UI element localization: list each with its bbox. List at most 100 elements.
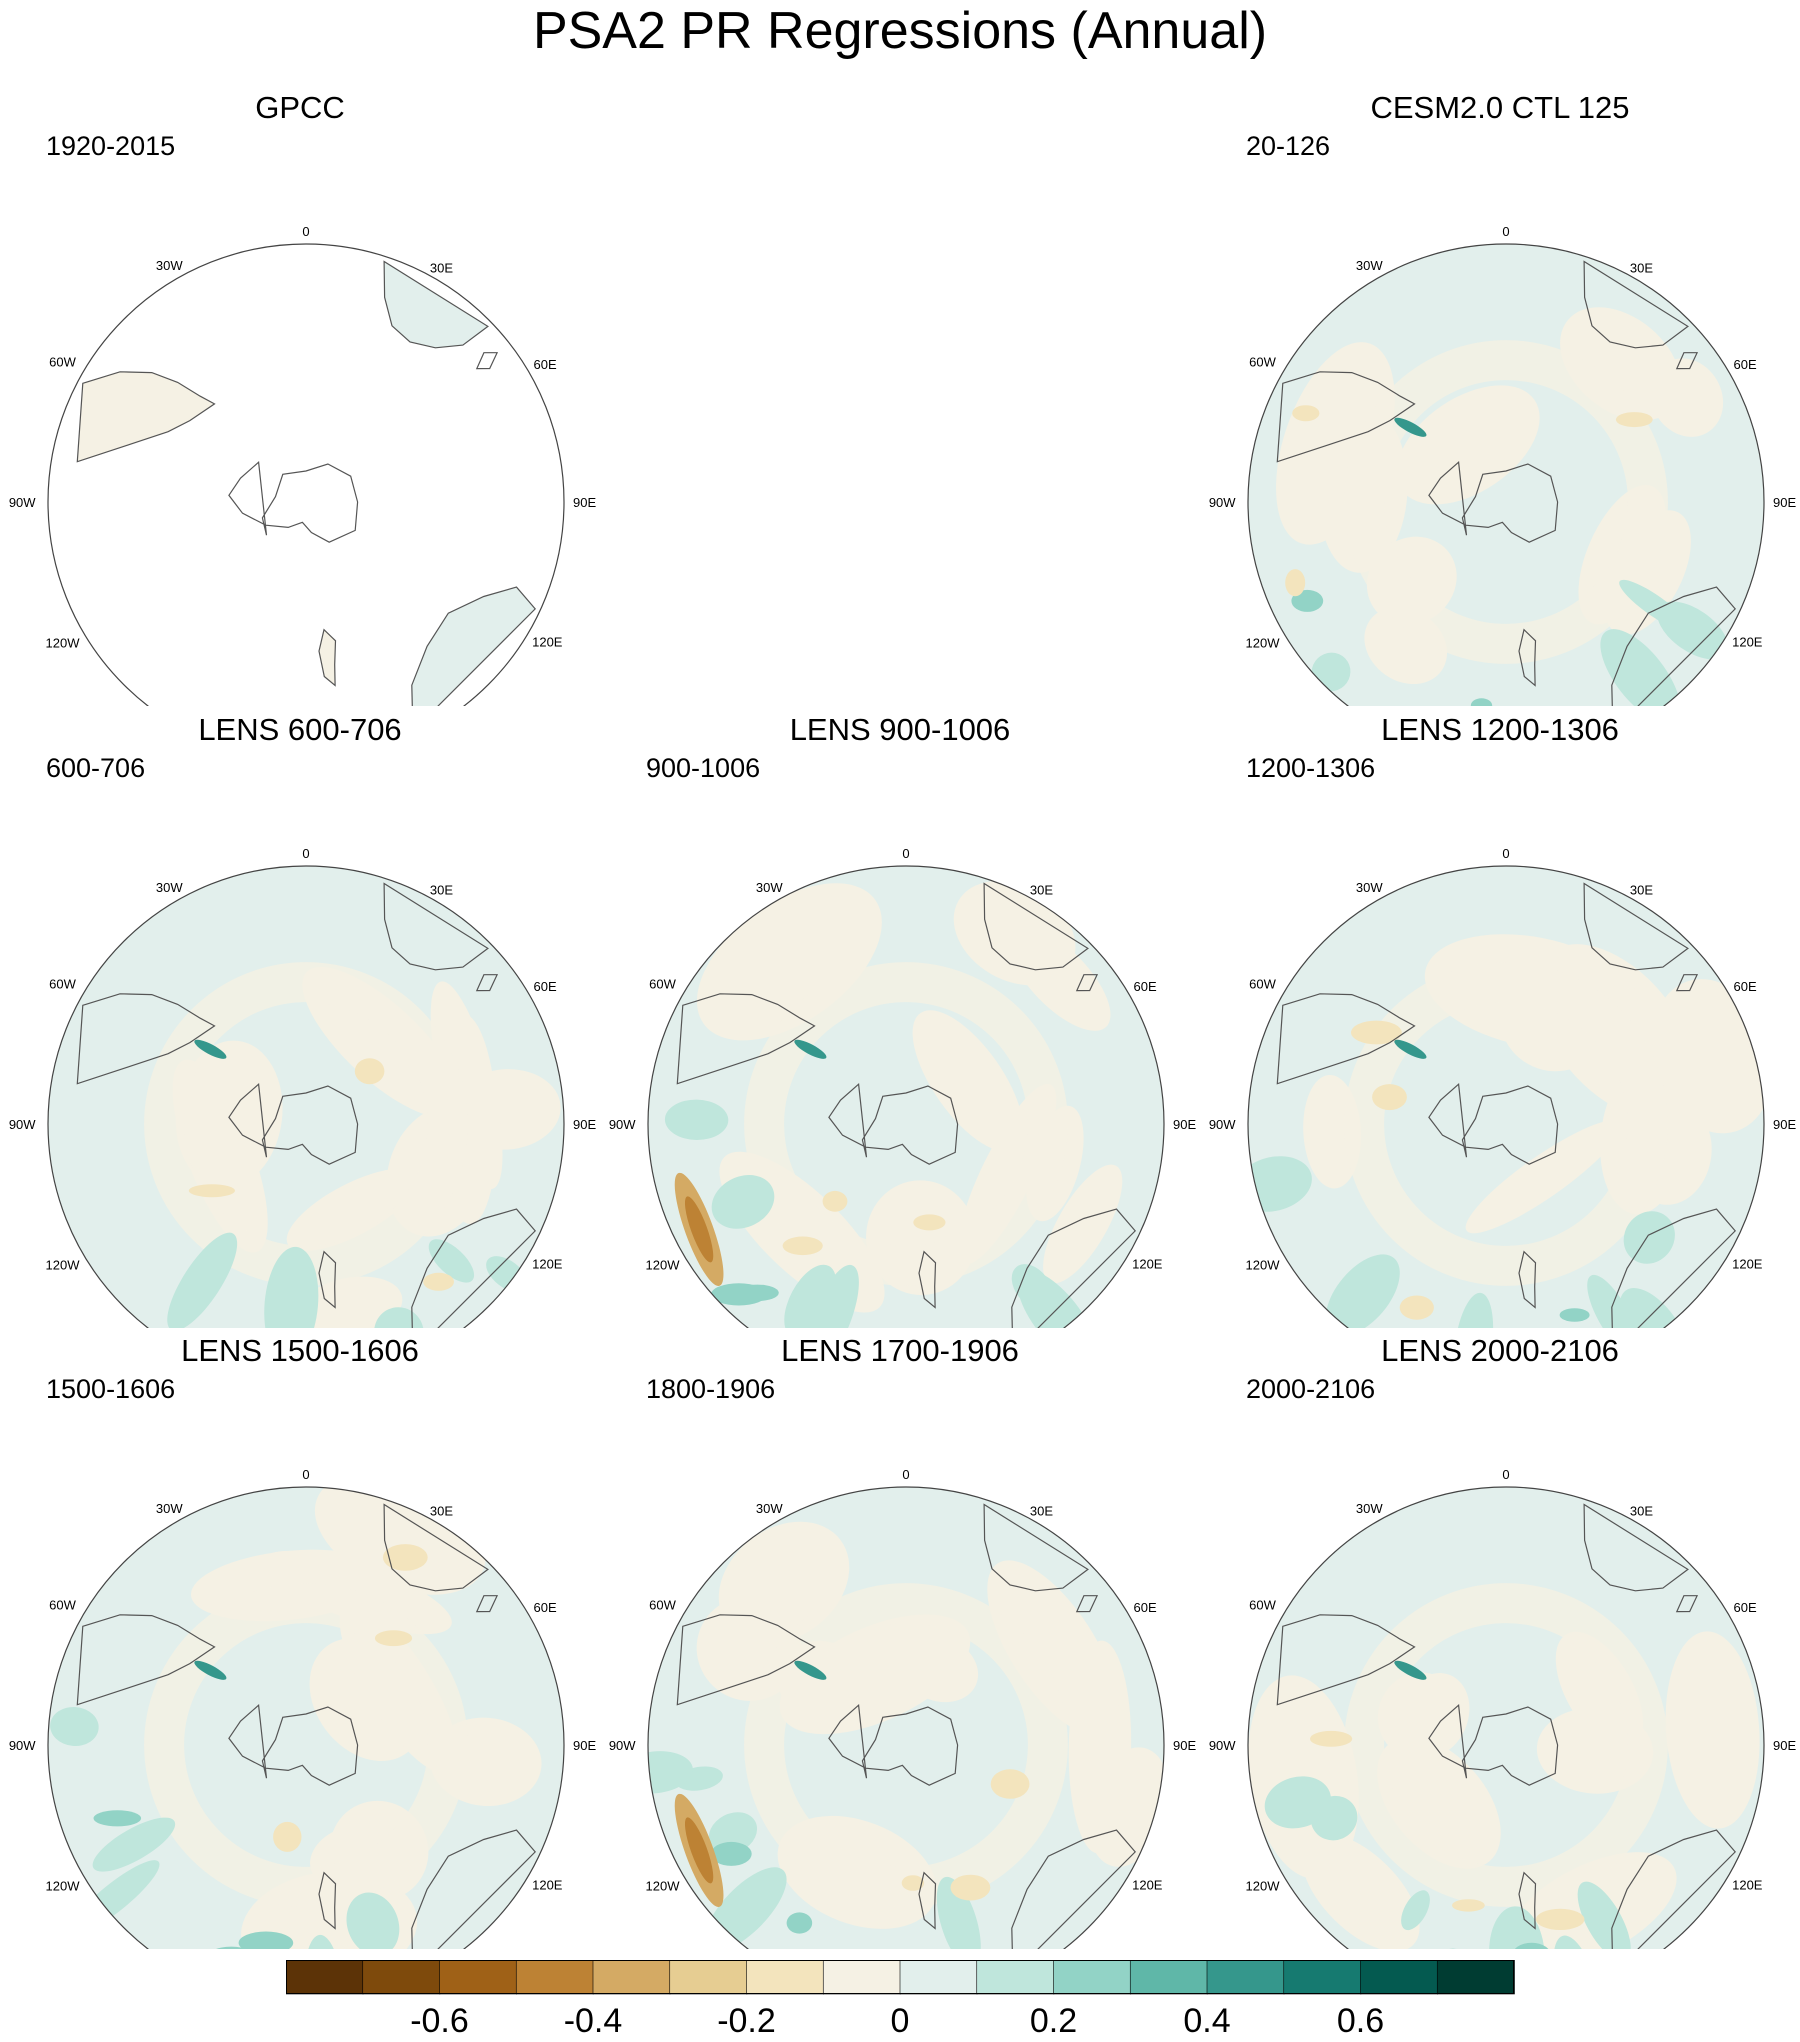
anomaly-region xyxy=(1325,1254,1400,1328)
map-frame xyxy=(647,1486,1165,1949)
anomaly-region xyxy=(428,1239,475,1283)
map-panel: LENS 1200-13061200-1306030E60E90E120E150… xyxy=(1200,712,1800,1332)
longitude-label: 30E xyxy=(1030,882,1053,897)
anomaly-region xyxy=(1615,412,1653,428)
anomaly-region xyxy=(1452,1899,1485,1912)
polar-map: 030E60E90E120E150E180150W120W90W60W30W xyxy=(9,224,596,706)
colorbar-swatch xyxy=(362,1960,441,1995)
polar-map: 030E60E90E120E150E180150W120W90W60W30W xyxy=(609,1467,1196,1949)
anomaly-region xyxy=(912,1010,1024,1152)
colorbar-swatch xyxy=(822,1960,901,1995)
colorbar-swatch xyxy=(1360,1960,1439,1995)
colorbar-tick-label: -0.4 xyxy=(564,2002,623,2040)
longitude-label: 60W xyxy=(1249,1597,1276,1612)
longitude-label: 60W xyxy=(1249,354,1276,369)
polar-map: 030E60E90E120E150E180150W120W90W60W30W xyxy=(1209,846,1796,1328)
longitude-label: 90E xyxy=(1773,1117,1796,1132)
anomaly-region xyxy=(374,1307,424,1328)
coastline xyxy=(1675,974,1699,992)
longitude-label: 60W xyxy=(649,1597,676,1612)
coastline xyxy=(676,1614,816,1706)
longitude-label: 60E xyxy=(534,357,557,372)
longitude-label: 30W xyxy=(756,880,783,895)
longitude-label: 90E xyxy=(573,1117,596,1132)
anomaly-region xyxy=(1394,417,1427,437)
colorbar-swatch xyxy=(1053,1960,1132,1995)
panel-title: GPCC xyxy=(255,90,345,125)
anomaly-region xyxy=(786,1912,813,1934)
anomaly-region xyxy=(913,1214,946,1231)
polar-map: 030E60E90E120E150E180150W120W90W60W30W xyxy=(9,1467,596,1949)
colorbar-swatch xyxy=(669,1960,748,1995)
colorbar-tick-label: 0 xyxy=(891,2002,910,2040)
coastline xyxy=(383,1503,489,1592)
longitude-label: 90E xyxy=(573,1738,596,1753)
coastline xyxy=(228,1082,359,1165)
anomaly-region xyxy=(696,883,882,1041)
panel-title: LENS 1500-1606 xyxy=(181,1333,419,1368)
coastline xyxy=(318,1250,337,1309)
figure-title: PSA2 PR Regressions (Annual) xyxy=(532,2,1268,60)
colorbar-swatch xyxy=(1283,1960,1362,1995)
map-frame xyxy=(647,865,1165,1328)
anomaly-region xyxy=(293,1276,403,1328)
longitude-label: 60W xyxy=(1249,976,1276,991)
anomaly-region xyxy=(901,1875,925,1891)
coastline xyxy=(1075,1595,1099,1613)
coastline xyxy=(475,1595,499,1613)
coastline xyxy=(228,1703,359,1786)
coastline xyxy=(1011,1829,1137,1949)
longitude-label: 90W xyxy=(9,1738,36,1753)
longitude-label: 30E xyxy=(1630,882,1653,897)
coastline xyxy=(1518,1250,1537,1309)
anomaly-region xyxy=(238,1931,294,1949)
map-panel: LENS 1500-16061500-1606030E60E90E120E150… xyxy=(0,1333,600,1953)
coastline xyxy=(1428,1703,1559,1786)
longitude-label: 120W xyxy=(46,636,81,651)
colorbar-tick-label: -0.2 xyxy=(717,2002,776,2040)
coastline xyxy=(918,1871,937,1930)
map-frame xyxy=(47,1486,565,1949)
coastline xyxy=(1276,1614,1416,1706)
anomaly-ring xyxy=(1344,1583,1668,1907)
coastline xyxy=(828,1703,959,1786)
anomaly-region xyxy=(711,1175,775,1229)
coastline xyxy=(1611,586,1737,706)
anomaly-region xyxy=(684,1817,714,1884)
longitude-label: 120W xyxy=(1246,1879,1281,1894)
anomaly-region xyxy=(990,1769,1030,1799)
map-panel: GPCC1920-2015030E60E90E120E150E180150W12… xyxy=(0,90,600,710)
longitude-label: 60E xyxy=(534,979,557,994)
longitude-label: 120E xyxy=(532,1256,563,1271)
anomaly-region xyxy=(264,1246,319,1328)
longitude-label: 30W xyxy=(156,1501,183,1516)
anomaly-region xyxy=(710,1841,752,1866)
coastline xyxy=(1583,1503,1689,1592)
anomaly-region xyxy=(1007,925,1111,1031)
anomaly-region xyxy=(1465,1120,1622,1234)
longitude-label: 60E xyxy=(1734,979,1757,994)
anomaly-ring xyxy=(1344,962,1668,1286)
longitude-label: 120W xyxy=(46,1879,81,1894)
coastline xyxy=(983,1503,1089,1592)
coastline xyxy=(76,371,216,463)
longitude-label: 120W xyxy=(1246,636,1281,651)
longitude-label: 60W xyxy=(49,354,76,369)
anomaly-region xyxy=(1623,1211,1675,1264)
longitude-label: 0 xyxy=(1502,224,1509,239)
land-anomaly xyxy=(319,629,336,686)
coastline xyxy=(1276,993,1416,1085)
anomaly-region xyxy=(1017,1270,1097,1328)
longitude-label: 120E xyxy=(1132,1877,1163,1892)
panel-period-label: 20-126 xyxy=(1246,131,1331,161)
longitude-label: 90W xyxy=(1209,495,1236,510)
longitude-label: 90E xyxy=(1773,495,1796,510)
coastline xyxy=(1428,460,1559,543)
colorbar-tick-label: 0.4 xyxy=(1183,2002,1230,2040)
coastline xyxy=(1518,1871,1537,1930)
anomaly-region xyxy=(899,1635,979,1703)
longitude-label: 0 xyxy=(302,846,309,861)
map-frame xyxy=(47,243,565,706)
anomaly-region xyxy=(286,1168,418,1251)
colorbar-tick-label: 0.6 xyxy=(1337,2002,1384,2040)
